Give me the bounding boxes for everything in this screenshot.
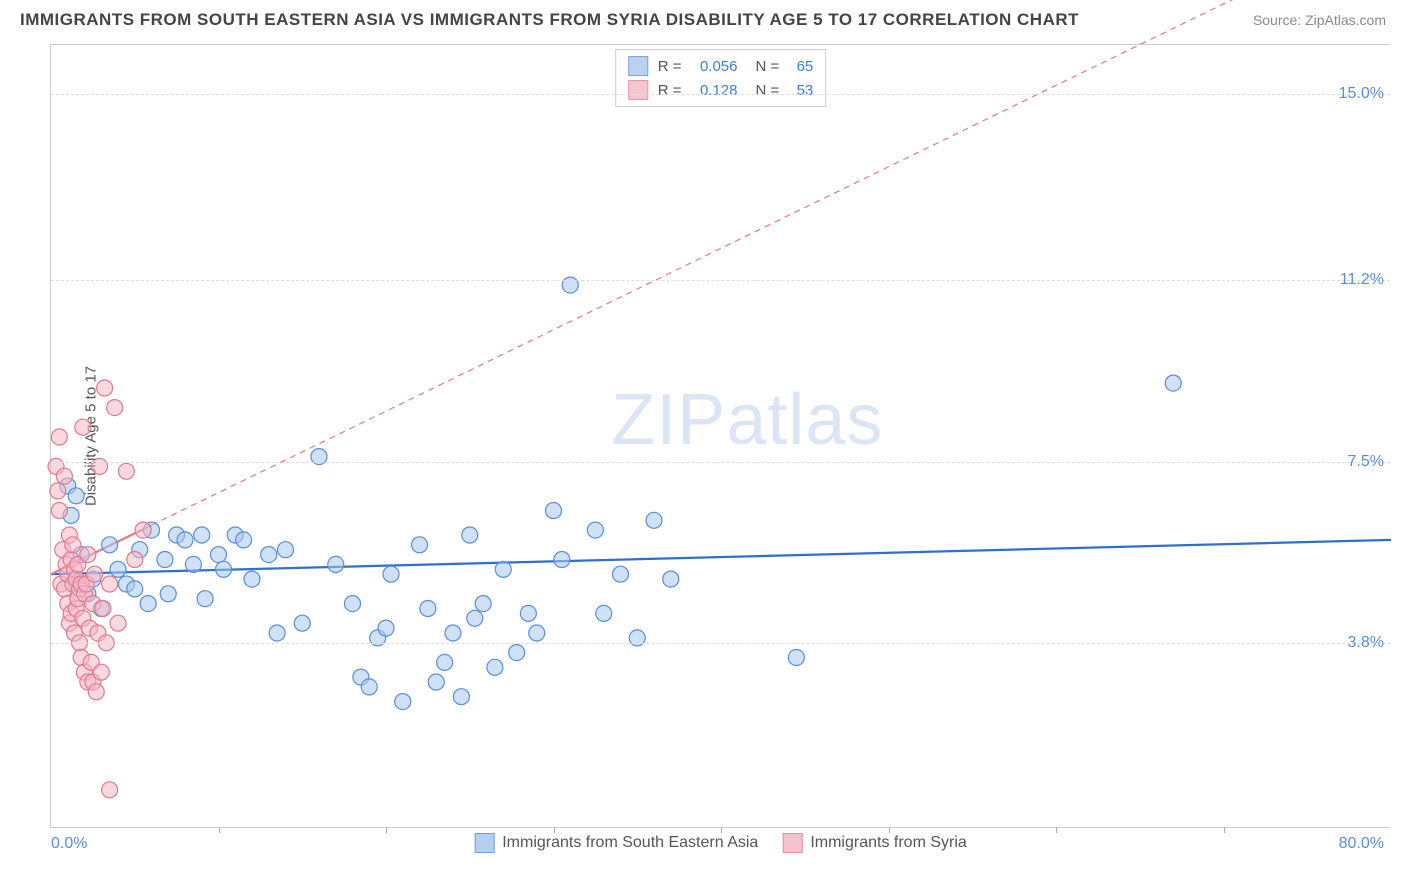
gridline xyxy=(51,462,1390,463)
chart-plot-area: Disability Age 5 to 17 ZIPatlas R =0.056… xyxy=(50,44,1390,828)
legend-swatch xyxy=(628,56,648,76)
legend-r-label: R = xyxy=(658,58,682,75)
x-axis-max-label: 80.0% xyxy=(1339,835,1384,853)
legend-series-item: Immigrants from South Eastern Asia xyxy=(474,833,758,853)
x-tick xyxy=(554,827,555,833)
x-tick xyxy=(1056,827,1057,833)
legend-series-name: Immigrants from South Eastern Asia xyxy=(502,834,758,852)
y-tick-label: 3.8% xyxy=(1348,634,1384,652)
legend-series-item: Immigrants from Syria xyxy=(782,833,966,853)
legend-n-label: N = xyxy=(756,82,780,99)
scatter-plot-svg xyxy=(51,45,1390,827)
legend-swatch xyxy=(474,833,494,853)
legend-swatch xyxy=(628,80,648,100)
chart-title: IMMIGRANTS FROM SOUTH EASTERN ASIA VS IM… xyxy=(20,10,1079,30)
legend-series: Immigrants from South Eastern Asia Immigr… xyxy=(474,833,967,853)
x-tick xyxy=(219,827,220,833)
x-tick xyxy=(386,827,387,833)
legend-n-label: N = xyxy=(756,58,780,75)
x-tick xyxy=(1224,827,1225,833)
gridline xyxy=(51,94,1390,95)
gridline xyxy=(51,643,1390,644)
legend-stats-row: R = 0.056 N = 65 xyxy=(628,54,814,78)
y-tick-label: 7.5% xyxy=(1348,453,1384,471)
y-tick-label: 11.2% xyxy=(1340,271,1384,289)
source-label: Source: ZipAtlas.com xyxy=(1253,12,1386,28)
legend-r-label: R = xyxy=(658,82,682,99)
legend-swatch xyxy=(782,833,802,853)
legend-n-value: 65 xyxy=(785,58,813,75)
legend-stats: R = 0.056 N = 65 R = 0.128 N = 53 xyxy=(615,49,827,107)
legend-r-value: 0.056 xyxy=(688,58,738,75)
x-tick xyxy=(889,827,890,833)
y-tick-label: 15.0% xyxy=(1339,85,1384,103)
x-axis-min-label: 0.0% xyxy=(51,835,87,853)
legend-r-value: 0.128 xyxy=(688,82,738,99)
legend-n-value: 53 xyxy=(785,82,813,99)
legend-series-name: Immigrants from Syria xyxy=(810,834,966,852)
legend-stats-row: R = 0.128 N = 53 xyxy=(628,78,814,102)
x-tick xyxy=(721,827,722,833)
gridline xyxy=(51,280,1390,281)
